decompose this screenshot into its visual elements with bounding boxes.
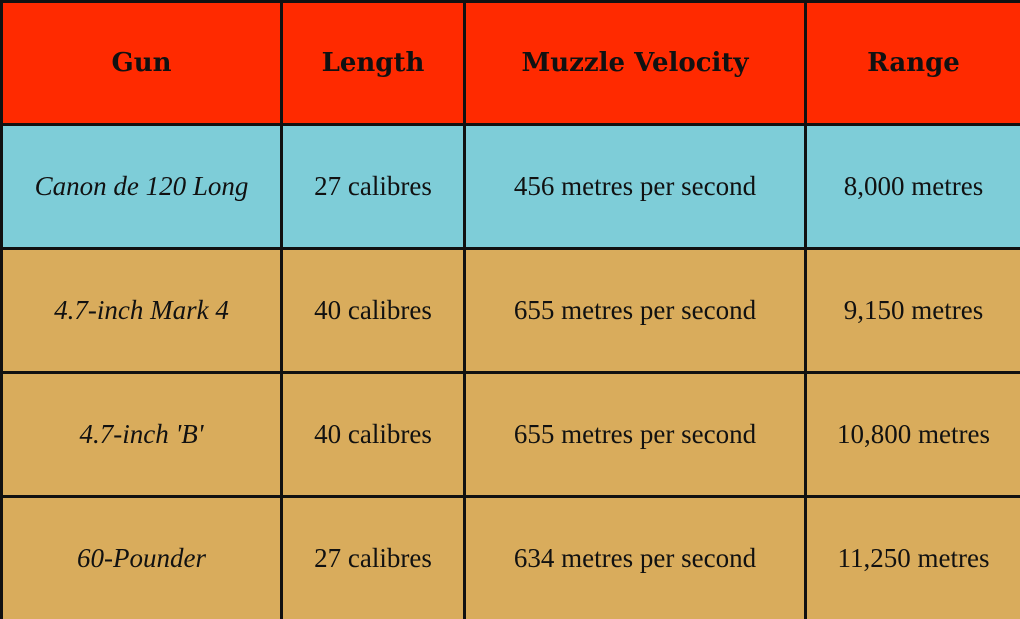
table-row: 4.7-inch 'B' 40 calibres 655 metres per … <box>0 371 1020 498</box>
cell-range: 8,000 metres <box>804 123 1020 250</box>
table-row: Canon de 120 Long 27 calibres 456 metres… <box>0 123 1020 250</box>
cell-gun: 60-Pounder <box>0 495 283 619</box>
header-range: Range <box>804 0 1020 126</box>
cell-gun: Canon de 120 Long <box>0 123 283 250</box>
cell-length: 40 calibres <box>280 371 466 498</box>
header-gun: Gun <box>0 0 283 126</box>
table-header-row: Gun Length Muzzle Velocity Range <box>0 0 1020 126</box>
cell-length: 27 calibres <box>280 123 466 250</box>
table-row: 60-Pounder 27 calibres 634 metres per se… <box>0 495 1020 619</box>
cell-length: 27 calibres <box>280 495 466 619</box>
cell-muzzle-velocity: 655 metres per second <box>463 371 807 498</box>
table-row: 4.7-inch Mark 4 40 calibres 655 metres p… <box>0 247 1020 374</box>
header-muzzle-velocity: Muzzle Velocity <box>463 0 807 126</box>
cell-range: 9,150 metres <box>804 247 1020 374</box>
cell-range: 10,800 metres <box>804 371 1020 498</box>
cell-muzzle-velocity: 655 metres per second <box>463 247 807 374</box>
cell-muzzle-velocity: 634 metres per second <box>463 495 807 619</box>
cell-muzzle-velocity: 456 metres per second <box>463 123 807 250</box>
cell-length: 40 calibres <box>280 247 466 374</box>
cell-range: 11,250 metres <box>804 495 1020 619</box>
header-length: Length <box>280 0 466 126</box>
cell-gun: 4.7-inch 'B' <box>0 371 283 498</box>
cell-gun: 4.7-inch Mark 4 <box>0 247 283 374</box>
